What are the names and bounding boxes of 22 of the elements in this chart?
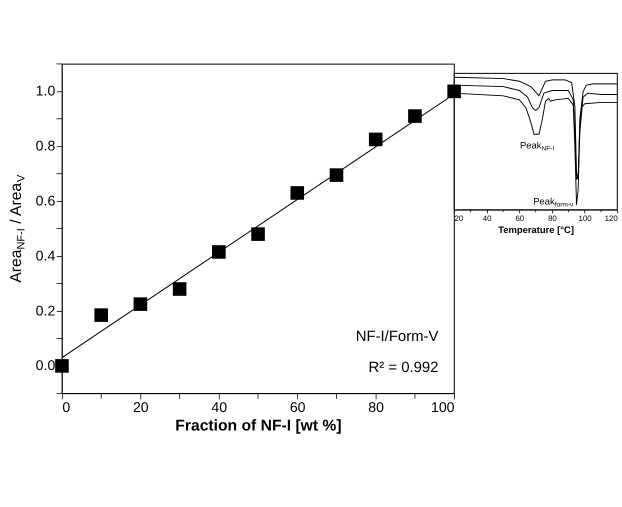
x-tick-label: 40: [211, 398, 228, 415]
x-axis-title: Fraction of NF-I [wt %]: [175, 418, 342, 435]
x-tick-label: 120: [604, 214, 618, 224]
y-tick-label: 0.8: [36, 138, 56, 154]
annotation: R² = 0.992: [368, 360, 438, 376]
x-tick-label: 60: [515, 214, 525, 224]
annotation: NF-I/Form-V: [356, 328, 439, 345]
x-tick-label: 40: [482, 214, 492, 224]
x-tick-label: 100: [578, 214, 592, 224]
y-tick-label: 0.0: [36, 357, 56, 374]
x-tick-label: 80: [368, 398, 384, 415]
y-tick-label: 0.6: [36, 192, 56, 208]
y-axis-title: AreaNF-I / AreaV: [8, 174, 28, 283]
x-axis-title: Temperature [°C]: [498, 224, 574, 235]
y-tick-label: 1.0: [36, 82, 56, 99]
x-tick-label: 80: [548, 214, 558, 224]
y-tick-label: 0.4: [36, 247, 56, 264]
x-tick-label: 0: [62, 398, 70, 415]
x-tick-label: 60: [290, 398, 306, 415]
y-tick-label: 0.2: [36, 302, 56, 318]
x-tick-label: 20: [132, 398, 149, 415]
x-tick-label: 100: [430, 398, 455, 415]
